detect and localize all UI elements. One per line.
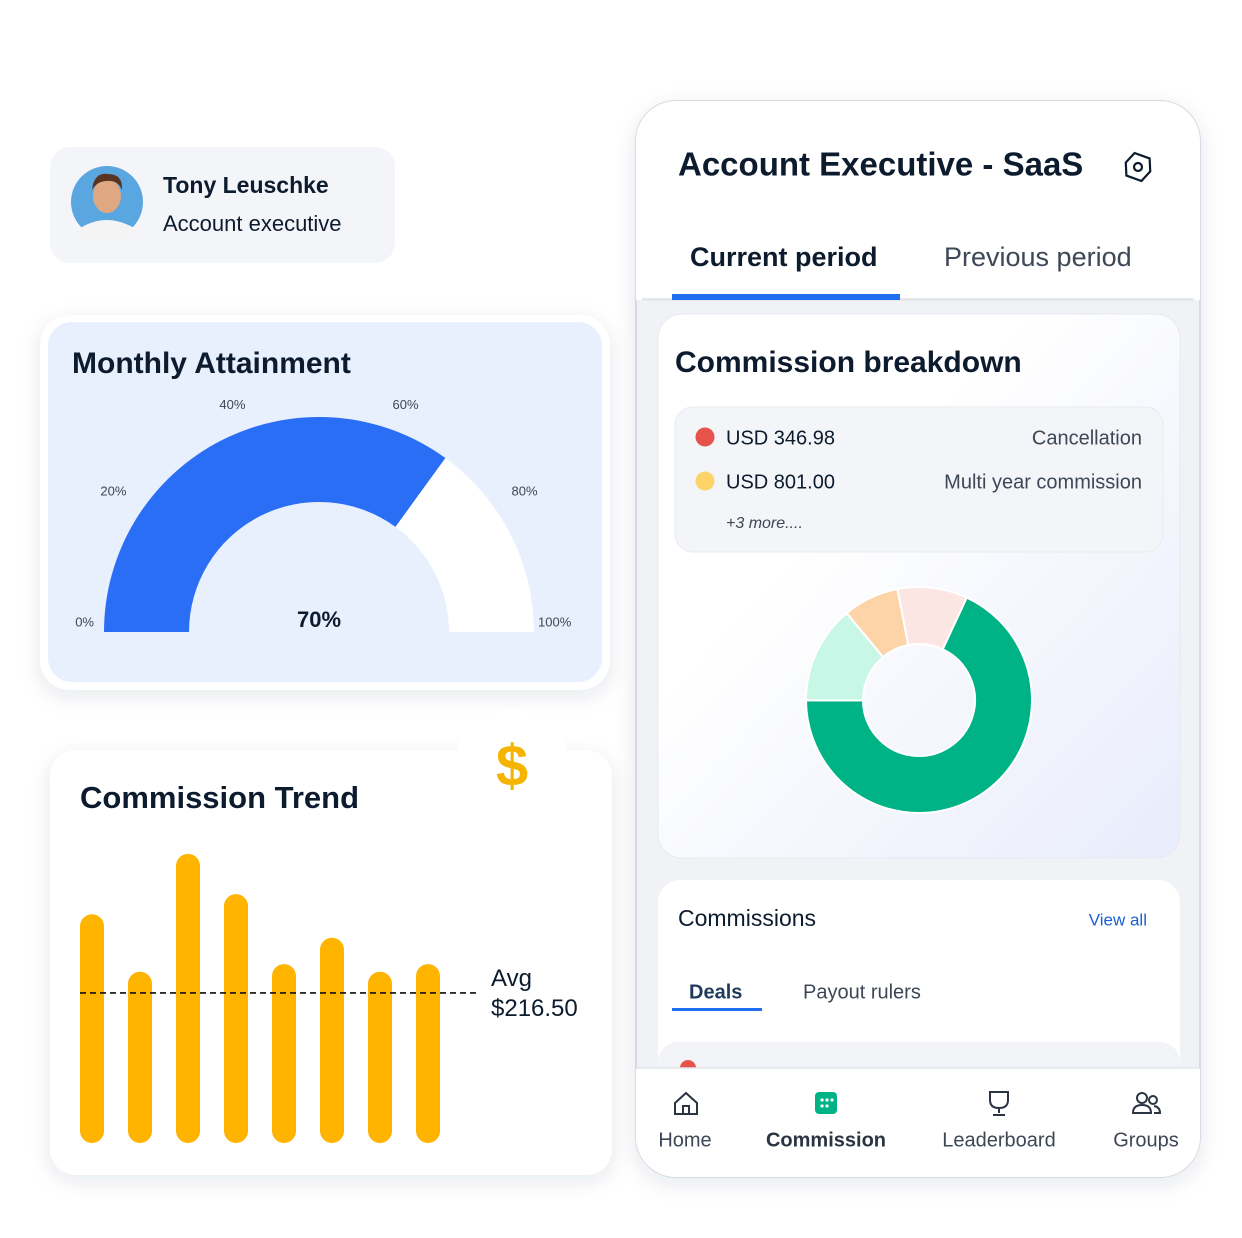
bar [320,937,344,1143]
profile-name: Tony Leuschke [163,172,329,198]
gauge-value-arc [104,417,446,632]
donut-slice [896,586,969,651]
item-label: Cancellation [1032,427,1142,449]
deals-underline [672,1008,762,1011]
badge-bg [454,710,570,826]
gauge-tick-label: 80% [512,484,538,499]
legend-dot [695,427,715,447]
groups-icon[interactable] [1131,1092,1162,1114]
nav-home[interactable]: Home [658,1129,711,1151]
bar [416,964,440,1143]
gauge-tick-label: 100% [538,614,572,629]
bar [80,914,104,1143]
gauge-tick-label: 60% [393,397,419,412]
bar-chart: Avg $216.50 [80,853,578,1143]
phone-content: Account Executive - SaaS Current period … [636,101,1200,1177]
tab-payout[interactable]: Payout rulers [803,981,921,1003]
view-all[interactable]: View all [1089,910,1147,929]
breakdown-title: Commission breakdown [675,346,1022,379]
gauge: 0% 20% 40% 60% 80% 100% 70% [75,397,572,632]
tab-current[interactable]: Current period [690,242,878,272]
trophy-icon[interactable] [989,1091,1009,1116]
gauge-track [395,458,534,632]
bar [368,971,392,1143]
nav-commission[interactable]: Commission [766,1129,886,1151]
item-amount: USD 801.00 [726,471,835,493]
nav-icons [674,1091,1162,1116]
gauge-value-label: 70% [297,607,341,632]
bar [176,853,200,1143]
attainment-title: Monthly Attainment [72,347,351,380]
tab-previous[interactable]: Previous period [944,242,1132,272]
commissions-card [658,880,1180,1080]
nav-groups[interactable]: Groups [1113,1129,1179,1151]
item-amount: USD 346.98 [726,427,835,449]
home-icon[interactable] [674,1091,698,1115]
phone-header [636,101,1200,300]
bar [224,894,248,1143]
bar [272,964,296,1143]
average-value-label: $216.50 [491,995,578,1022]
average-label: Avg [491,965,532,992]
bar [128,971,152,1143]
more-link[interactable]: +3 more.... [726,515,803,532]
legend-dot [695,471,715,491]
settings-icon[interactable] [1122,151,1155,183]
commission-icon[interactable] [815,1092,837,1114]
phone-title: Account Executive - SaaS [678,146,1083,183]
item-label: Multi year commission [944,471,1142,493]
commissions-title: Commissions [678,905,816,931]
dollar-badge: $ [496,733,528,798]
breakdown-list [674,406,1164,553]
tab-divider [642,298,1194,301]
nav-leaderboard[interactable]: Leaderboard [942,1129,1055,1151]
gauge-tick-label: 40% [219,397,245,412]
avatar [71,166,143,238]
profile-card [50,147,395,263]
gauge-tick-label: 0% [75,614,94,629]
donut-slice [804,596,1033,814]
tab-underline [672,294,900,300]
bottom-nav [636,1068,1200,1177]
donut [804,586,1033,814]
commission-icon-dots [820,1098,834,1108]
profile-role: Account executive [163,211,342,236]
trend-title: Commission Trend [80,780,359,815]
gauge-tick-label: 20% [100,484,126,499]
tab-deals[interactable]: Deals [689,981,742,1003]
breakdown-items: USD 346.98 Cancellation USD 801.00 Multi ye… [695,427,1142,493]
